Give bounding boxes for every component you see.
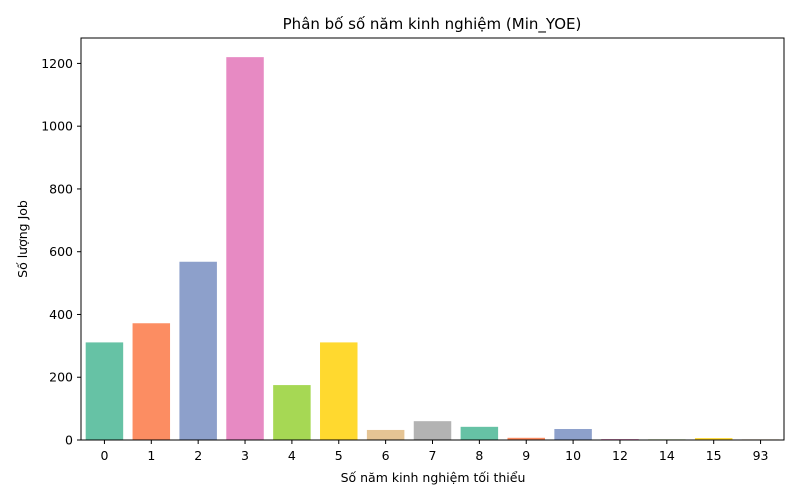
x-tick-label: 8 [475,448,483,463]
bar-2 [179,261,217,440]
bar-7 [413,421,452,440]
y-tick-label: 400 [49,307,73,322]
x-tick-label: 7 [429,448,437,463]
bar-6 [366,429,405,440]
x-tick-label: 4 [288,448,296,463]
bar-1 [132,323,171,440]
x-tick-label: 93 [753,448,769,463]
y-tick-label: 1000 [41,119,73,134]
bar-9 [507,437,545,440]
x-axis-label: Số năm kinh nghiệm tối thiểu [341,470,526,485]
y-tick-label: 0 [65,433,73,448]
x-tick-label: 12 [612,448,628,463]
bar-5 [320,342,358,440]
y-axis-label: Số lượng Job [15,200,30,278]
x-tick-label: 6 [382,448,390,463]
bar-10 [554,429,592,440]
bar-0 [85,342,124,440]
x-tick-label: 1 [147,448,155,463]
plot-frame [80,37,785,441]
x-axis: 0 1 2 3 4 5 6 7 8 9 10 12 14 15 93 [100,440,769,463]
x-tick-label: 5 [335,448,343,463]
y-tick-label: 200 [49,370,73,385]
chart-title: Phân bố số năm kinh nghiệm (Min_YOE) [283,15,582,34]
y-tick-label: 600 [49,244,73,259]
x-tick-label: 3 [241,448,249,463]
x-tick-label: 10 [565,448,581,463]
y-axis: 0 200 400 600 800 1000 1200 [41,56,81,448]
y-tick-label: 1200 [41,56,73,71]
x-tick-label: 14 [659,448,675,463]
y-tick-label: 800 [49,181,73,196]
x-tick-label: 2 [194,448,202,463]
bar-8 [460,426,499,440]
plot-area [85,57,780,441]
x-tick-label: 15 [706,448,722,463]
bar-3 [226,57,264,441]
x-tick-label: 0 [100,448,108,463]
bar-15 [694,438,733,440]
bar-4 [273,385,311,440]
x-tick-label: 9 [522,448,530,463]
